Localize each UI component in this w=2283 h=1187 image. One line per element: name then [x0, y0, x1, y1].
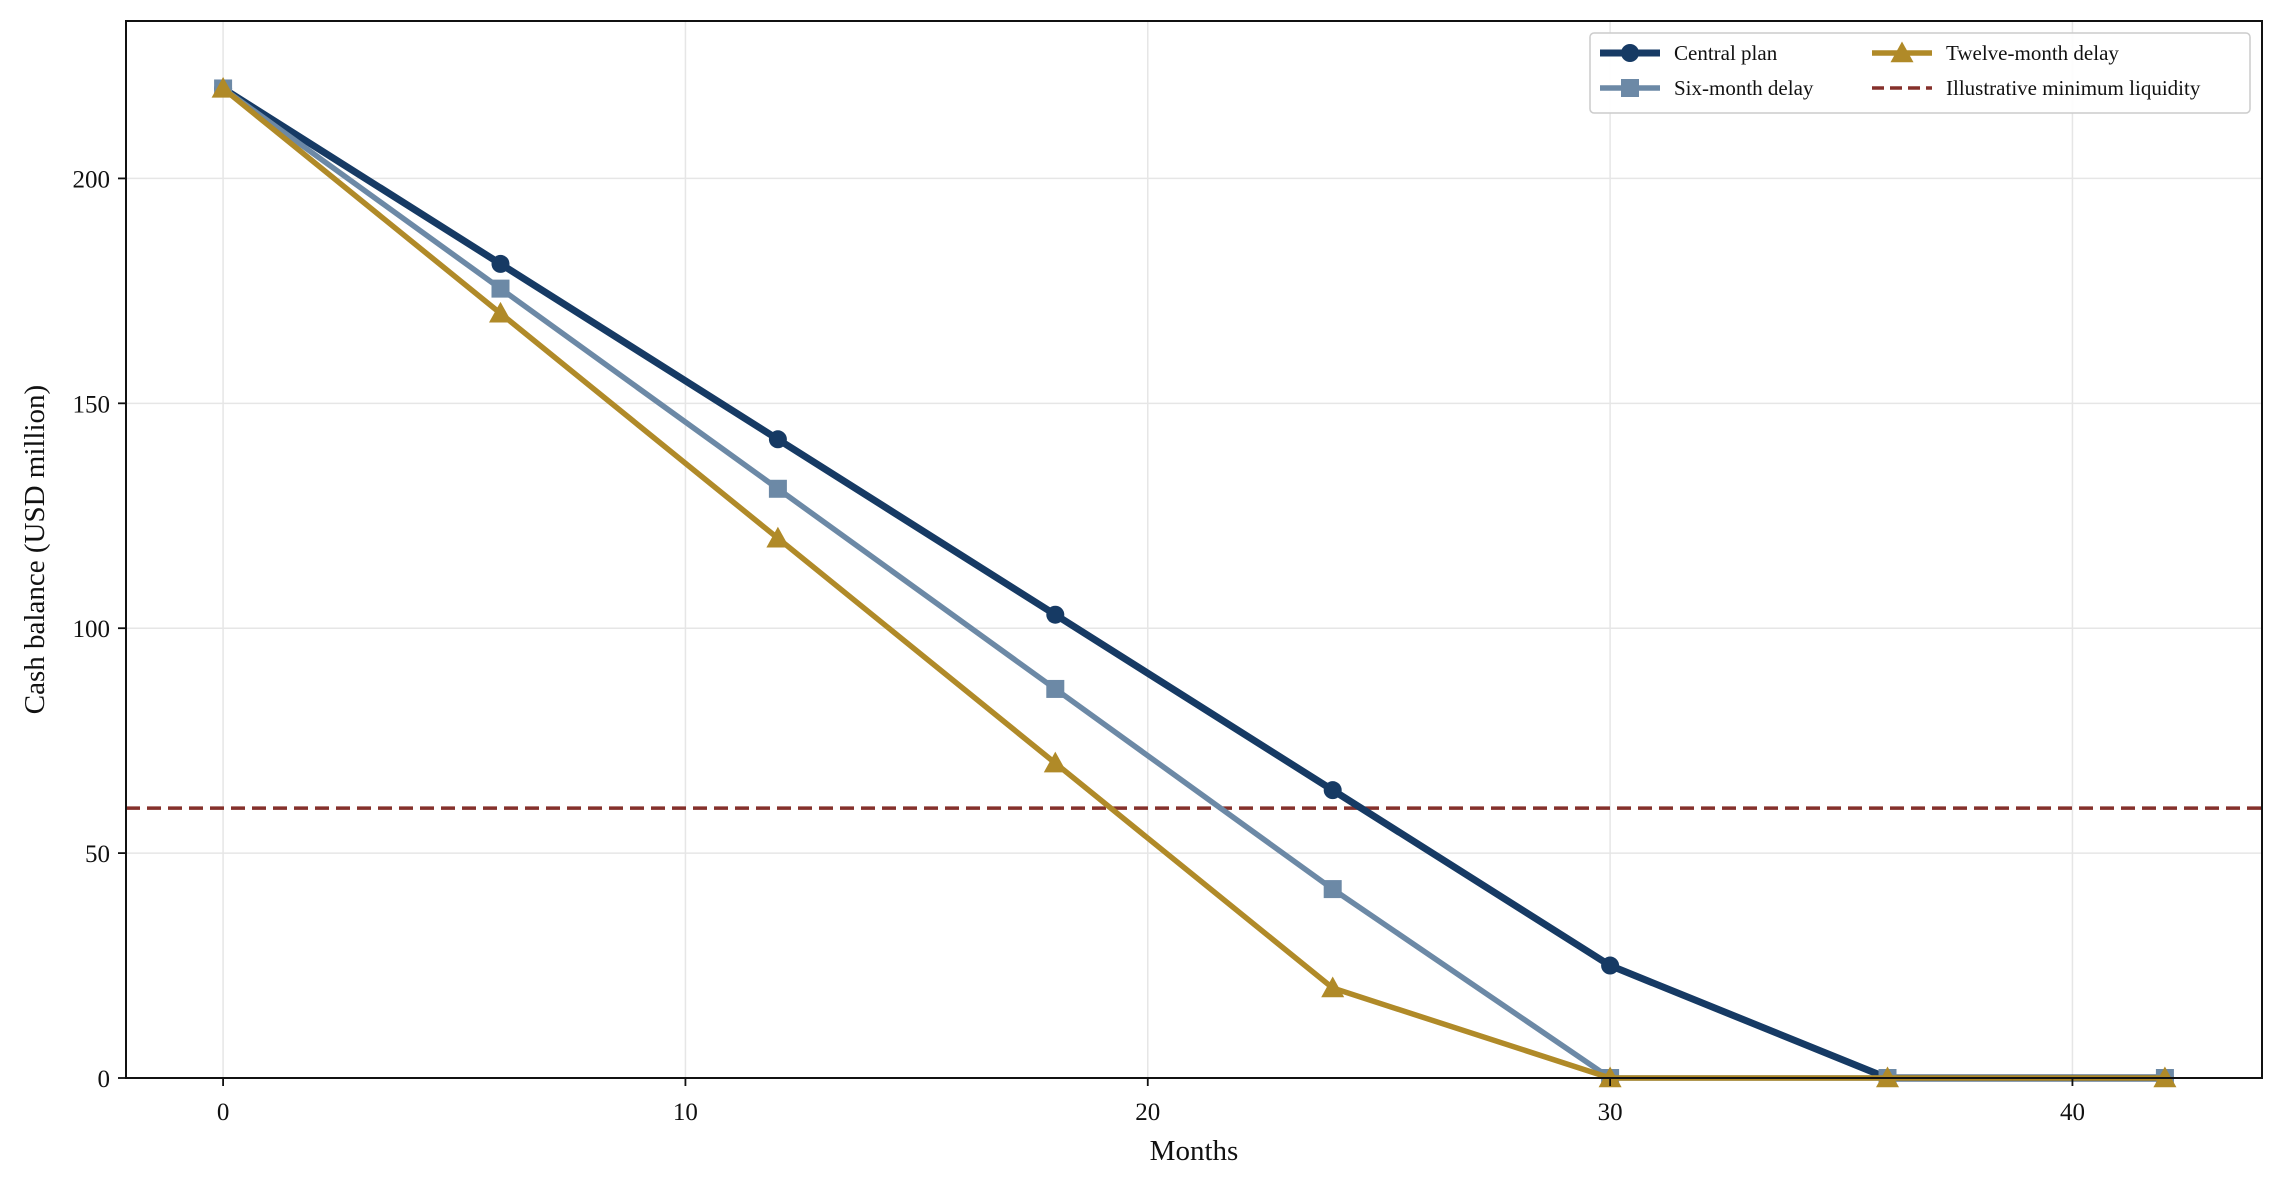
twelve-month-delay-point-18	[1043, 751, 1067, 773]
legend-label: Twelve-month delay	[1946, 41, 2119, 65]
x-tick-label-20: 20	[1135, 1099, 1160, 1126]
twelve-month-delay-point-6	[488, 301, 512, 323]
x-axis: 0 10 20 30 40	[217, 1078, 2085, 1126]
legend-swatch-marker	[1621, 79, 1639, 97]
twelve-month-delay-point-36	[1876, 1066, 1900, 1088]
twelve-month-delay-point-0	[211, 76, 235, 98]
legend-label: Illustrative minimum liquidity	[1946, 76, 2201, 100]
central-plan-point-24	[1323, 781, 1342, 800]
central-plan-point-6	[491, 254, 510, 273]
legend-label: Central plan	[1674, 41, 1778, 65]
y-tick-label-150: 150	[73, 391, 111, 418]
legend-entry-illustrative-minimum-liquidity: Illustrative minimum liquidity	[1872, 76, 2201, 100]
x-tick-label-0: 0	[217, 1099, 230, 1126]
y-tick-label-0: 0	[98, 1066, 111, 1093]
legend-entry-twelve-month-delay: Twelve-month delay	[1872, 41, 2119, 65]
legend-swatch-marker	[1621, 44, 1639, 62]
twelve-month-delay-point-24	[1321, 976, 1345, 998]
central-plan-point-12	[768, 430, 787, 449]
six-month-delay-point-24	[1323, 880, 1342, 899]
central-plan-line	[219, 84, 2169, 1082]
legend-entry-central-plan: Central plan	[1600, 41, 1778, 65]
x-tick-label-10: 10	[673, 1099, 698, 1126]
legend-label: Six-month delay	[1674, 76, 1814, 100]
legend-entry-six-month-delay: Six-month delay	[1600, 76, 1814, 100]
legend: Central plan Six-month delay Twelve-month …	[1589, 32, 2251, 114]
x-tick-label-40: 40	[2060, 1099, 2085, 1126]
six-month-delay-point-6	[491, 279, 510, 298]
central-plan-point-18	[1046, 605, 1065, 624]
x-tick-label-30: 30	[1598, 1099, 1623, 1126]
y-axis-title: Cash balance (USD million)	[19, 385, 51, 714]
twelve-month-delay-point-42	[2153, 1066, 2177, 1088]
twelve-month-delay-point-12	[766, 526, 790, 548]
legend-box	[1589, 32, 2251, 114]
y-tick-label-200: 200	[73, 166, 111, 193]
y-tick-label-50: 50	[85, 841, 110, 868]
six-month-delay-point-18	[1046, 679, 1065, 698]
y-axis: 0 50 100 150 200	[73, 166, 126, 1093]
central-plan-point-30	[1601, 956, 1620, 975]
y-tick-label-100: 100	[73, 616, 111, 643]
legend-swatch-marker	[1890, 41, 1914, 63]
plot-area-frame	[125, 20, 2263, 1079]
six-month-delay-point-12	[768, 479, 787, 498]
twelve-month-delay-point-30	[1598, 1066, 1622, 1088]
x-axis-title: Months	[1150, 1135, 1239, 1167]
